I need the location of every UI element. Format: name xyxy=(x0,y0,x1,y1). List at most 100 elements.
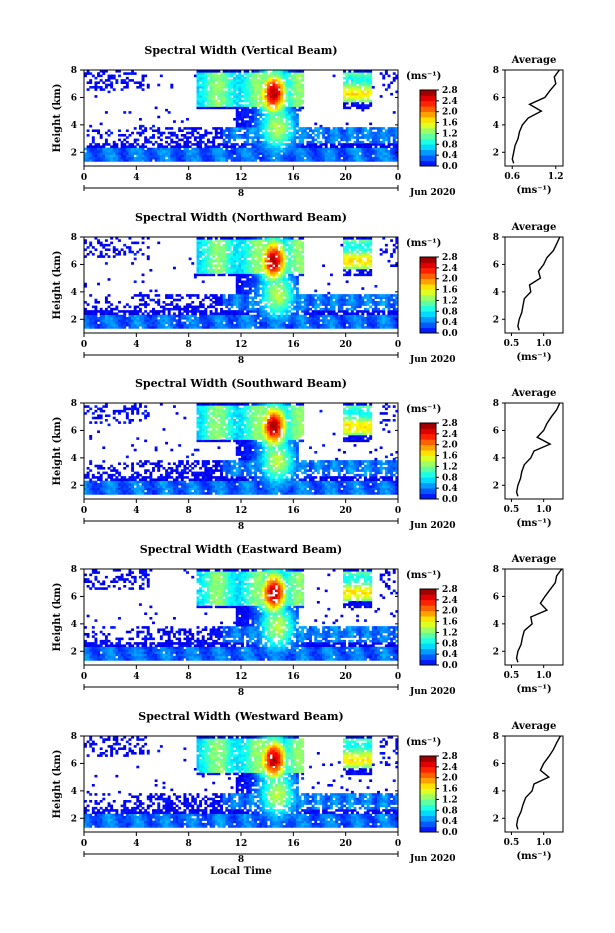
heatmap-cell xyxy=(348,255,351,258)
heatmap-cell xyxy=(301,317,304,320)
heatmap-cell xyxy=(301,150,304,153)
heatmap-cell xyxy=(157,310,160,313)
heatmap-cell xyxy=(296,97,299,100)
heatmap-cell xyxy=(356,152,359,155)
heatmap-cell xyxy=(215,271,218,274)
heatmap-cell xyxy=(147,322,150,325)
heatmap-cell xyxy=(163,324,166,327)
heatmap-cell xyxy=(374,155,377,158)
heatmap-cell xyxy=(108,319,111,322)
heatmap-cell xyxy=(348,312,351,315)
heatmap-cell xyxy=(142,315,145,318)
heatmap-cell xyxy=(183,155,186,158)
heatmap-cell xyxy=(270,129,273,132)
heatmap-cell xyxy=(251,269,254,272)
heatmap-cell xyxy=(364,253,367,256)
heatmap-cell xyxy=(369,159,372,162)
heatmap-cell xyxy=(194,308,197,311)
heatmap-cell xyxy=(170,319,173,322)
heatmap-cell xyxy=(275,290,278,293)
heatmap-cell xyxy=(236,242,239,245)
heatmap-cell xyxy=(100,251,103,254)
heatmap-cell xyxy=(149,157,152,160)
heatmap-cell xyxy=(301,264,304,267)
heatmap-cell xyxy=(354,159,357,162)
heatmap-cell xyxy=(113,248,116,251)
heatmap-cell xyxy=(251,81,254,84)
heatmap-cell xyxy=(241,319,244,322)
colorbar-step xyxy=(420,144,436,150)
heatmap-cell xyxy=(351,97,354,100)
heatmap-cell xyxy=(257,280,260,283)
heatmap-cell xyxy=(259,283,262,286)
heatmap-cell xyxy=(265,116,268,119)
heatmap-cell xyxy=(354,301,357,304)
heatmap-cell xyxy=(343,72,346,75)
heatmap-cell xyxy=(364,248,367,251)
heatmap-cell xyxy=(317,150,320,153)
heatmap-cell xyxy=(212,251,215,254)
heatmap-cell xyxy=(186,157,189,160)
heatmap-cell xyxy=(343,326,346,329)
heatmap-cell xyxy=(356,159,359,162)
heatmap-cell xyxy=(139,145,142,148)
heatmap-cell xyxy=(293,113,296,116)
heatmap-cell xyxy=(128,324,131,327)
heatmap-cell xyxy=(212,294,215,297)
heatmap-cell xyxy=(377,294,380,297)
heatmap-cell xyxy=(377,159,380,162)
heatmap-cell xyxy=(288,81,291,84)
heatmap-cell xyxy=(246,315,249,318)
heatmap-cell xyxy=(197,77,200,80)
heatmap-cell xyxy=(291,246,294,249)
heatmap-cell xyxy=(228,308,231,311)
heatmap-cell xyxy=(212,271,215,274)
heatmap-cell xyxy=(183,143,186,146)
heatmap-cell xyxy=(333,306,336,309)
heatmap-cell xyxy=(265,88,268,91)
heatmap-cell xyxy=(231,129,234,132)
heatmap-cell xyxy=(343,299,346,302)
heatmap-cell xyxy=(254,255,257,258)
heatmap-cell xyxy=(278,285,281,288)
heatmap-cell xyxy=(94,129,97,132)
heatmap-cell xyxy=(283,113,286,116)
heatmap-cell xyxy=(267,244,270,247)
heatmap-cell xyxy=(207,253,210,256)
heatmap-cell xyxy=(280,276,283,279)
heatmap-cell xyxy=(244,148,247,151)
heatmap-cell xyxy=(178,308,181,311)
heatmap-cell xyxy=(199,72,202,75)
heatmap-cell xyxy=(197,152,200,155)
heatmap-cell xyxy=(354,88,357,91)
colorbar-tick-label: 0.0 xyxy=(442,162,458,172)
heatmap-cell xyxy=(241,246,244,249)
heatmap-cell xyxy=(244,274,247,277)
heatmap-cell xyxy=(100,88,103,91)
heatmap-cell xyxy=(275,310,278,313)
heatmap-cell xyxy=(346,294,349,297)
heatmap-cell xyxy=(254,303,257,306)
heatmap-cell xyxy=(194,75,197,78)
heatmap-cell xyxy=(259,152,262,155)
heatmap-cell xyxy=(296,262,299,265)
heatmap-cell xyxy=(105,319,108,322)
heatmap-cell xyxy=(210,251,213,254)
heatmap-cell xyxy=(87,152,90,155)
heatmap-cell xyxy=(194,159,197,162)
heatmap-cell xyxy=(293,150,296,153)
heatmap-cell xyxy=(165,155,168,158)
heatmap-cell xyxy=(105,139,108,142)
heatmap-cell xyxy=(296,301,299,304)
heatmap-cell xyxy=(270,258,273,261)
heatmap-cell xyxy=(372,317,375,320)
heatmap-cell xyxy=(377,141,380,144)
heatmap-cell xyxy=(121,322,124,325)
heatmap-cell xyxy=(270,134,273,137)
heatmap-cell xyxy=(123,244,126,247)
heatmap-cell xyxy=(170,127,173,130)
heatmap-cell xyxy=(312,150,315,153)
heatmap-cell xyxy=(382,134,385,137)
heatmap-cell xyxy=(238,308,241,311)
heatmap-cell xyxy=(113,150,116,153)
